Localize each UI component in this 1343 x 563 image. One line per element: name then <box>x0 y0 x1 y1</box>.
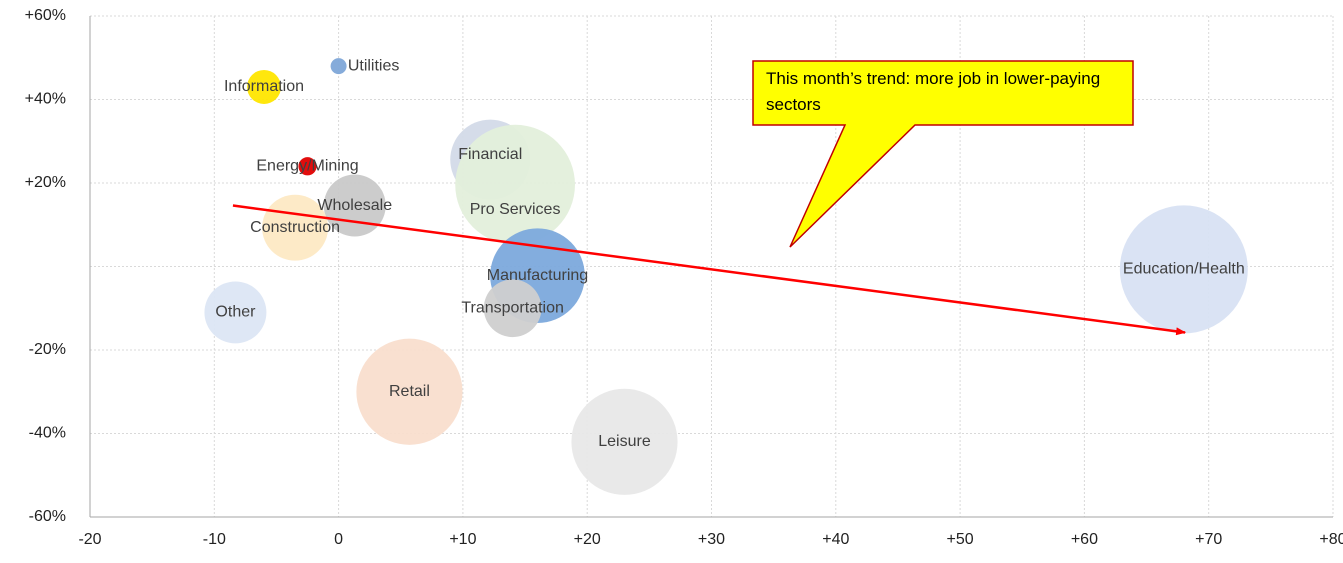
y-tick-label: -20% <box>29 341 66 358</box>
bubble-label: Other <box>215 304 256 321</box>
bubble <box>330 58 347 75</box>
bubble <box>356 338 463 445</box>
bubble <box>455 124 575 245</box>
callout-box <box>752 60 1134 248</box>
bubble-label: Leisure <box>598 433 651 450</box>
bubble-label: Manufacturing <box>487 267 588 284</box>
bubble-label: Utilities <box>348 57 400 74</box>
x-tick-label: +70 <box>1195 531 1222 548</box>
y-tick-label: -40% <box>29 425 66 442</box>
bubble-label: Construction <box>250 219 340 236</box>
bubble <box>247 70 281 104</box>
x-tick-label: -20 <box>78 531 101 548</box>
x-tick-label: +10 <box>449 531 476 548</box>
bubble-label: Transportation <box>461 299 564 316</box>
bubble <box>204 281 267 344</box>
bubble-label: Education/Health <box>1123 261 1245 278</box>
x-tick-label: 0 <box>334 531 343 548</box>
x-tick-label: +50 <box>947 531 974 548</box>
bubble-label: Pro Services <box>470 201 561 218</box>
bubble-label: Financial <box>458 146 522 163</box>
bubble-label: Information <box>224 78 304 95</box>
labels: Utilities Information Energy/Mining Wholesa… <box>215 57 1244 450</box>
bubble-label: Wholesale <box>317 197 392 214</box>
x-tick-label: +30 <box>698 531 725 548</box>
bubbles <box>204 58 1248 495</box>
trend-arrow <box>232 204 1187 336</box>
bubble <box>571 388 678 495</box>
x-tick-label: +60 <box>1071 531 1098 548</box>
bubble <box>298 157 317 176</box>
bubble <box>323 174 386 237</box>
bubble-label: Energy/Mining <box>256 158 358 175</box>
y-tick-label: +20% <box>25 174 66 191</box>
x-tick-label: +80 <box>1319 531 1343 548</box>
y-tick-label: -60% <box>29 508 66 525</box>
bubble <box>1119 205 1248 334</box>
grid <box>89 15 1334 518</box>
y-tick-label: +40% <box>25 91 66 108</box>
x-tick-label: +20 <box>574 531 601 548</box>
x-tick-label: +40 <box>822 531 849 548</box>
bubble-label: Retail <box>389 383 430 400</box>
bubble <box>483 279 542 338</box>
annotation: This month’s trend: more job in lower-pa… <box>766 69 1101 114</box>
y-tick-label: +60% <box>25 7 66 24</box>
x-tick-label: -10 <box>203 531 226 548</box>
